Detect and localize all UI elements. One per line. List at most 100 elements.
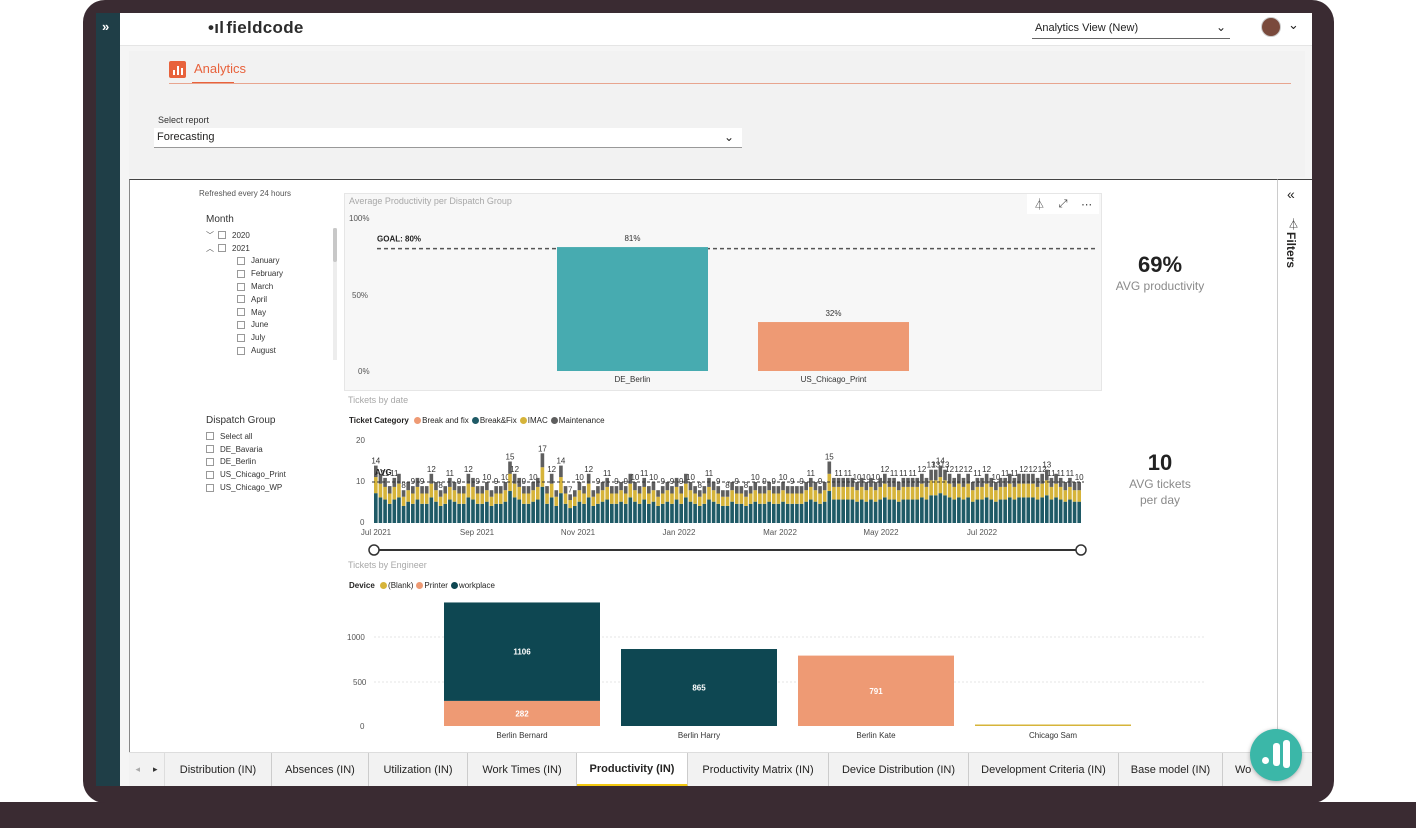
stacked-bar-segment[interactable]: [915, 486, 920, 500]
stacked-bar-segment[interactable]: [531, 501, 535, 523]
legend-item[interactable]: Printer: [413, 581, 448, 590]
stacked-bar-segment[interactable]: [684, 473, 688, 484]
stacked-bar-segment[interactable]: [693, 486, 697, 494]
stacked-bar-segment[interactable]: [1026, 473, 1031, 484]
stacked-bar-segment[interactable]: [693, 503, 697, 523]
stacked-bar-segment[interactable]: [475, 503, 480, 523]
stacked-bar-segment[interactable]: [670, 486, 674, 494]
stacked-bar-segment[interactable]: [1003, 477, 1007, 487]
stacked-bar-segment[interactable]: [970, 490, 975, 502]
stacked-bar-segment[interactable]: [503, 501, 508, 523]
stacked-bar-segment[interactable]: [883, 483, 887, 498]
stacked-bar-segment[interactable]: [660, 486, 665, 494]
stacked-bar-segment[interactable]: [980, 499, 984, 523]
stacked-bar-segment[interactable]: [461, 503, 466, 523]
stacked-bar-segment[interactable]: [933, 469, 938, 481]
stacked-bar-segment[interactable]: [855, 490, 859, 502]
stacked-bar-segment[interactable]: [466, 483, 471, 498]
stacked-bar-segment[interactable]: [785, 493, 790, 504]
stacked-bar-segment[interactable]: [1058, 477, 1063, 487]
stacked-bar-segment[interactable]: [883, 497, 887, 523]
stacked-bar-segment[interactable]: [452, 501, 457, 523]
stacked-bar-segment[interactable]: [966, 473, 970, 484]
legend-item[interactable]: (Blank): [377, 581, 413, 590]
stacked-bar-segment[interactable]: [461, 493, 466, 504]
stacked-bar-segment[interactable]: [621, 649, 777, 726]
stacked-bar-segment[interactable]: [452, 482, 457, 491]
stacked-bar-segment[interactable]: [517, 486, 522, 500]
stacked-bar-segment[interactable]: [1044, 480, 1049, 496]
slicer-month-row[interactable]: May: [237, 306, 336, 319]
stacked-bar-segment[interactable]: [1007, 497, 1012, 523]
stacked-bar-segment[interactable]: [947, 473, 952, 484]
stacked-bar-segment[interactable]: [684, 483, 688, 498]
stacked-bar-segment[interactable]: [577, 501, 582, 523]
stacked-bar-segment[interactable]: [633, 482, 637, 491]
stacked-bar-segment[interactable]: [943, 495, 947, 523]
stacked-bar-segment[interactable]: [1017, 483, 1021, 498]
tab-analytics[interactable]: Analytics: [169, 61, 246, 79]
stacked-bar-segment[interactable]: [832, 499, 836, 523]
tab-device-distribution[interactable]: Device Distribution (IN): [829, 753, 969, 786]
stacked-bar-segment[interactable]: [392, 499, 397, 523]
stacked-bar-segment[interactable]: [725, 505, 730, 523]
stacked-bar-segment[interactable]: [924, 477, 929, 487]
stacked-bar-segment[interactable]: [892, 499, 896, 523]
stacked-bar-segment[interactable]: [438, 496, 443, 506]
stacked-bar-segment[interactable]: [619, 490, 623, 502]
checkbox[interactable]: [237, 269, 245, 278]
stacked-bar-segment[interactable]: [1031, 497, 1035, 523]
stacked-bar-segment[interactable]: [526, 486, 531, 494]
stacked-bar-segment[interactable]: [943, 480, 947, 496]
tab-work-times[interactable]: Work Times (IN): [468, 753, 577, 786]
stacked-bar-segment[interactable]: [864, 490, 869, 502]
stacked-bar-segment[interactable]: [674, 499, 679, 523]
stacked-bar-segment[interactable]: [804, 490, 808, 502]
stacked-bar-segment[interactable]: [614, 486, 619, 494]
stacked-bar-segment[interactable]: [559, 477, 563, 494]
stacked-bar-segment[interactable]: [901, 486, 906, 500]
stacked-bar-segment[interactable]: [660, 503, 665, 523]
stacked-bar-segment[interactable]: [383, 486, 387, 500]
bar[interactable]: [758, 322, 909, 371]
stacked-bar-segment[interactable]: [387, 503, 392, 523]
next-tab-icon[interactable]: ▸: [152, 764, 158, 774]
stacked-bar-segment[interactable]: [406, 482, 411, 491]
stacked-bar-segment[interactable]: [586, 497, 591, 523]
stacked-bar-segment[interactable]: [771, 493, 776, 504]
stacked-bar-segment[interactable]: [466, 473, 471, 484]
stacked-bar-segment[interactable]: [623, 503, 628, 523]
stacked-bar-segment[interactable]: [438, 490, 443, 497]
stacked-bar-segment[interactable]: [910, 486, 915, 500]
stacked-bar-segment[interactable]: [1026, 497, 1031, 523]
stacked-bar-segment[interactable]: [619, 501, 623, 523]
stacked-bar-segment[interactable]: [1044, 495, 1049, 523]
stacked-bar-segment[interactable]: [688, 501, 693, 523]
stacked-bar-segment[interactable]: [637, 503, 642, 523]
stacked-bar-segment[interactable]: [813, 501, 818, 523]
checkbox[interactable]: [206, 483, 214, 492]
stacked-bar-segment[interactable]: [758, 486, 762, 494]
stacked-bar-segment[interactable]: [647, 493, 651, 504]
stacked-bar-segment[interactable]: [383, 477, 387, 487]
stacked-bar-segment[interactable]: [952, 486, 957, 500]
stacked-bar-segment[interactable]: [785, 486, 790, 494]
stacked-bar-segment[interactable]: [748, 486, 753, 494]
checkbox[interactable]: [237, 346, 245, 355]
stacked-bar-segment[interactable]: [822, 501, 827, 523]
stacked-bar-segment[interactable]: [697, 490, 702, 497]
stacked-bar-segment[interactable]: [702, 493, 707, 504]
stacked-bar-segment[interactable]: [975, 486, 980, 500]
checkbox[interactable]: [206, 445, 214, 454]
stacked-bar-segment[interactable]: [480, 493, 485, 504]
collapse-chevron-icon[interactable]: ︿: [206, 243, 214, 253]
stacked-bar-segment[interactable]: [374, 465, 378, 478]
stacked-bar-segment[interactable]: [540, 453, 545, 468]
legend-item[interactable]: IMAC: [517, 416, 548, 425]
stacked-bar-segment[interactable]: [771, 486, 776, 494]
stacked-bar-segment[interactable]: [642, 486, 647, 500]
stacked-bar-segment[interactable]: [489, 490, 494, 497]
stacked-bar-segment[interactable]: [822, 482, 827, 491]
stacked-bar-segment[interactable]: [679, 486, 684, 494]
stacked-bar-segment[interactable]: [559, 465, 563, 478]
